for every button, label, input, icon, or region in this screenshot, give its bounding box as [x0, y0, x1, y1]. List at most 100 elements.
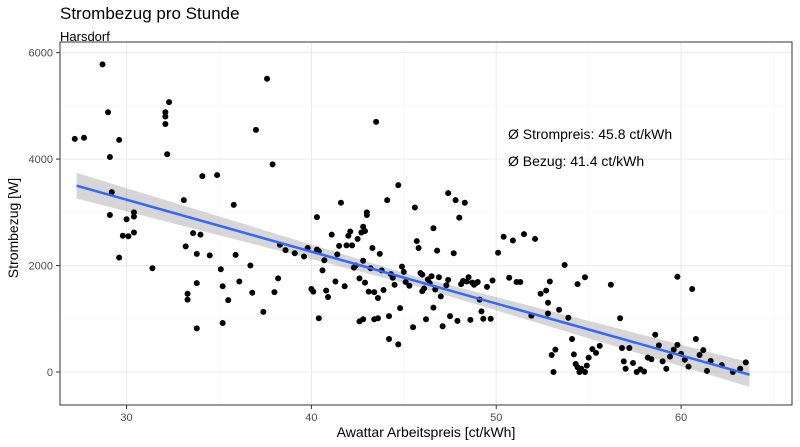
data-point	[655, 342, 662, 349]
data-point	[548, 351, 555, 358]
y-axis-ticks: 0 2000 4000 6000	[29, 48, 60, 379]
minor-gridlines	[60, 42, 792, 405]
data-point	[495, 249, 502, 256]
data-point	[149, 265, 156, 272]
data-point	[232, 251, 239, 258]
data-point	[428, 273, 435, 280]
data-point	[162, 120, 169, 127]
data-point	[742, 359, 749, 366]
y-tick-label: 0	[47, 367, 53, 379]
data-point	[315, 315, 322, 322]
x-axis-ticks: 30 40 50 60	[120, 405, 687, 424]
y-tick-label: 2000	[29, 261, 53, 273]
data-point	[373, 118, 380, 125]
data-point	[371, 289, 378, 296]
trend-line	[76, 184, 750, 376]
data-point	[249, 289, 256, 296]
data-point	[607, 281, 614, 288]
data-point	[585, 354, 592, 361]
data-point	[116, 136, 123, 143]
data-point	[105, 109, 112, 116]
data-point	[264, 75, 271, 82]
data-point	[419, 271, 426, 278]
data-point	[356, 275, 363, 282]
data-point	[537, 290, 544, 297]
data-point	[130, 209, 137, 216]
data-point	[386, 336, 393, 342]
data-point	[532, 235, 539, 242]
data-point	[700, 347, 707, 354]
data-point	[413, 238, 420, 245]
data-point	[648, 356, 655, 363]
data-point	[219, 320, 226, 327]
data-point	[162, 113, 169, 120]
data-point	[574, 281, 581, 288]
data-point	[670, 346, 677, 353]
data-point	[125, 233, 132, 240]
data-point	[543, 287, 550, 294]
y-tick-label: 4000	[29, 154, 53, 166]
data-point	[500, 233, 507, 240]
data-point	[347, 228, 354, 235]
data-point	[620, 358, 627, 365]
x-axis-title: Awattar Arbeitspreis [ct/kWh]	[337, 424, 516, 440]
data-point	[617, 315, 624, 322]
data-point	[310, 288, 317, 295]
data-point	[365, 288, 372, 295]
data-point	[269, 161, 276, 168]
data-point	[376, 250, 383, 257]
data-point	[398, 263, 405, 270]
data-point	[465, 274, 472, 281]
data-point	[343, 242, 350, 249]
annotation-avg-price: Ø Strompreis: 45.8 ct/kWh	[508, 126, 672, 142]
data-point	[275, 275, 282, 282]
data-point	[252, 126, 259, 133]
data-point	[652, 331, 659, 338]
data-point	[570, 351, 577, 358]
data-point	[197, 231, 204, 238]
data-point	[166, 99, 173, 106]
data-point	[423, 316, 429, 323]
data-point	[484, 283, 490, 290]
data-point	[123, 216, 130, 223]
data-point	[478, 308, 485, 315]
data-point	[380, 287, 387, 294]
data-point	[489, 277, 496, 284]
data-point	[415, 244, 422, 251]
data-point	[225, 297, 232, 304]
data-point	[397, 305, 404, 312]
x-tick-label: 30	[120, 412, 132, 424]
data-point	[430, 304, 437, 311]
data-point	[430, 225, 437, 232]
data-point	[467, 316, 474, 323]
data-point	[247, 262, 254, 269]
data-point	[545, 299, 551, 306]
x-tick-label: 40	[305, 412, 317, 424]
data-point	[230, 201, 237, 208]
data-point	[410, 324, 417, 331]
data-point	[282, 247, 289, 254]
data-point	[556, 306, 563, 313]
data-point	[685, 363, 692, 370]
data-point	[360, 257, 367, 264]
data-point	[435, 274, 442, 281]
panel-background	[60, 42, 792, 405]
data-point	[667, 353, 673, 360]
trend-line-layer	[76, 184, 750, 376]
data-point	[99, 61, 106, 68]
data-point	[164, 151, 171, 158]
data-point	[395, 182, 402, 189]
data-point	[434, 247, 441, 254]
data-point	[659, 358, 666, 365]
data-point	[328, 231, 335, 238]
data-point	[445, 276, 452, 283]
data-point	[116, 254, 123, 261]
data-point	[474, 279, 481, 286]
data-point	[180, 197, 187, 204]
data-point	[356, 318, 363, 325]
data-point	[546, 278, 553, 285]
data-point	[581, 274, 588, 281]
data-point	[456, 214, 463, 221]
